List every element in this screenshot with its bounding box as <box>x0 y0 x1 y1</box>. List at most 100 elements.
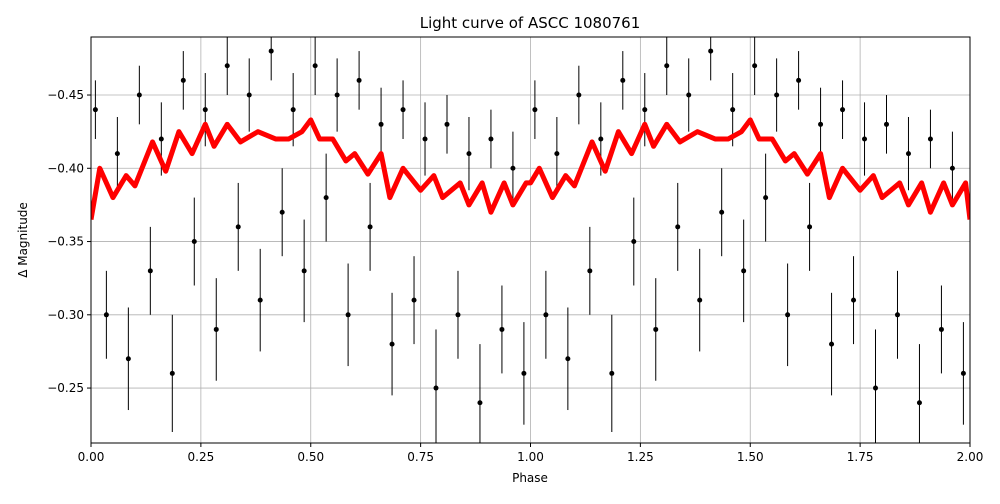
data-point <box>653 326 659 332</box>
data-point <box>883 121 889 127</box>
data-point <box>378 121 384 127</box>
data-point <box>389 341 395 347</box>
data-point <box>796 77 802 83</box>
data-point <box>169 370 175 376</box>
data-point <box>829 341 835 347</box>
data-point <box>125 356 131 362</box>
x-tick-label: 2.00 <box>957 450 984 464</box>
data-point <box>807 224 813 230</box>
data-point <box>312 63 318 69</box>
data-point <box>455 312 461 318</box>
data-point <box>763 195 769 201</box>
data-point <box>510 165 516 171</box>
data-point <box>697 297 703 303</box>
data-point <box>916 400 922 406</box>
x-tick-label: 1.00 <box>517 450 544 464</box>
y-tick-label: −0.35 <box>47 235 84 249</box>
x-tick-label: 0.75 <box>407 450 434 464</box>
x-axis-label: Phase <box>512 471 548 485</box>
data-point <box>422 136 428 142</box>
y-axis-label: Δ Magnitude <box>16 202 30 278</box>
x-tick-label: 1.25 <box>627 450 654 464</box>
data-point <box>279 209 285 215</box>
x-tick-label: 1.75 <box>847 450 874 464</box>
data-point <box>620 77 626 83</box>
data-point <box>565 356 571 362</box>
data-point <box>356 77 362 83</box>
data-point <box>290 107 296 113</box>
data-point <box>774 92 780 98</box>
data-point <box>345 312 351 318</box>
data-point <box>103 312 109 318</box>
data-point <box>862 136 868 142</box>
data-point <box>477 400 483 406</box>
data-point <box>92 107 98 113</box>
chart-title: Light curve of ASCC 1080761 <box>420 14 641 32</box>
data-point <box>224 63 230 69</box>
data-point <box>642 107 648 113</box>
data-point <box>631 239 637 245</box>
data-point <box>730 107 736 113</box>
data-point <box>873 385 879 391</box>
data-point <box>202 107 208 113</box>
data-point <box>334 92 340 98</box>
data-point <box>257 297 263 303</box>
data-point <box>686 92 692 98</box>
data-point <box>444 121 450 127</box>
data-point <box>433 385 439 391</box>
data-point <box>719 209 725 215</box>
data-point <box>213 326 219 332</box>
y-tick-label: −0.30 <box>47 308 84 322</box>
data-point <box>894 312 900 318</box>
data-point <box>785 312 791 318</box>
data-point <box>532 107 538 113</box>
x-tick-label: 1.50 <box>737 450 764 464</box>
x-tick-label: 0.00 <box>78 450 105 464</box>
y-tick-label: −0.40 <box>47 161 84 175</box>
data-point <box>752 63 758 69</box>
data-point <box>411 297 417 303</box>
y-tick-label: −0.25 <box>47 381 84 395</box>
data-point <box>708 48 714 54</box>
data-point <box>851 297 857 303</box>
data-point <box>400 107 406 113</box>
y-tick-label: −0.45 <box>47 88 84 102</box>
data-point <box>246 92 252 98</box>
plot-area <box>91 37 970 443</box>
fit-line <box>91 117 970 220</box>
data-point <box>598 136 604 142</box>
x-tick-label: 0.25 <box>188 450 215 464</box>
data-point <box>664 63 670 69</box>
data-point <box>576 92 582 98</box>
data-point <box>114 151 120 157</box>
data-point <box>741 268 747 274</box>
data-point <box>488 136 494 142</box>
data-point <box>609 370 615 376</box>
data-point <box>323 195 329 201</box>
data-point <box>268 48 274 54</box>
data-point <box>180 77 186 83</box>
data-point <box>927 136 933 142</box>
data-point <box>191 239 197 245</box>
grid <box>90 37 971 443</box>
axes: 0.00 0.25 0.50 0.75 1.00 1.25 1.50 1.75 2.00 −0.4… <box>47 88 983 464</box>
x-tick-label: 0.50 <box>297 450 324 464</box>
data-point <box>938 326 944 332</box>
data-point <box>905 151 911 157</box>
data-point <box>840 107 846 113</box>
data-point <box>949 165 955 171</box>
data-point <box>499 326 505 332</box>
data-point <box>301 268 307 274</box>
data-point <box>235 224 241 230</box>
data-point <box>158 136 164 142</box>
data-point <box>543 312 549 318</box>
data-point <box>466 151 472 157</box>
data-point <box>587 268 593 274</box>
data-point <box>818 121 824 127</box>
data-point <box>147 268 153 274</box>
data-point <box>675 224 681 230</box>
data-point <box>960 370 966 376</box>
data-point <box>521 370 527 376</box>
data-point <box>367 224 373 230</box>
